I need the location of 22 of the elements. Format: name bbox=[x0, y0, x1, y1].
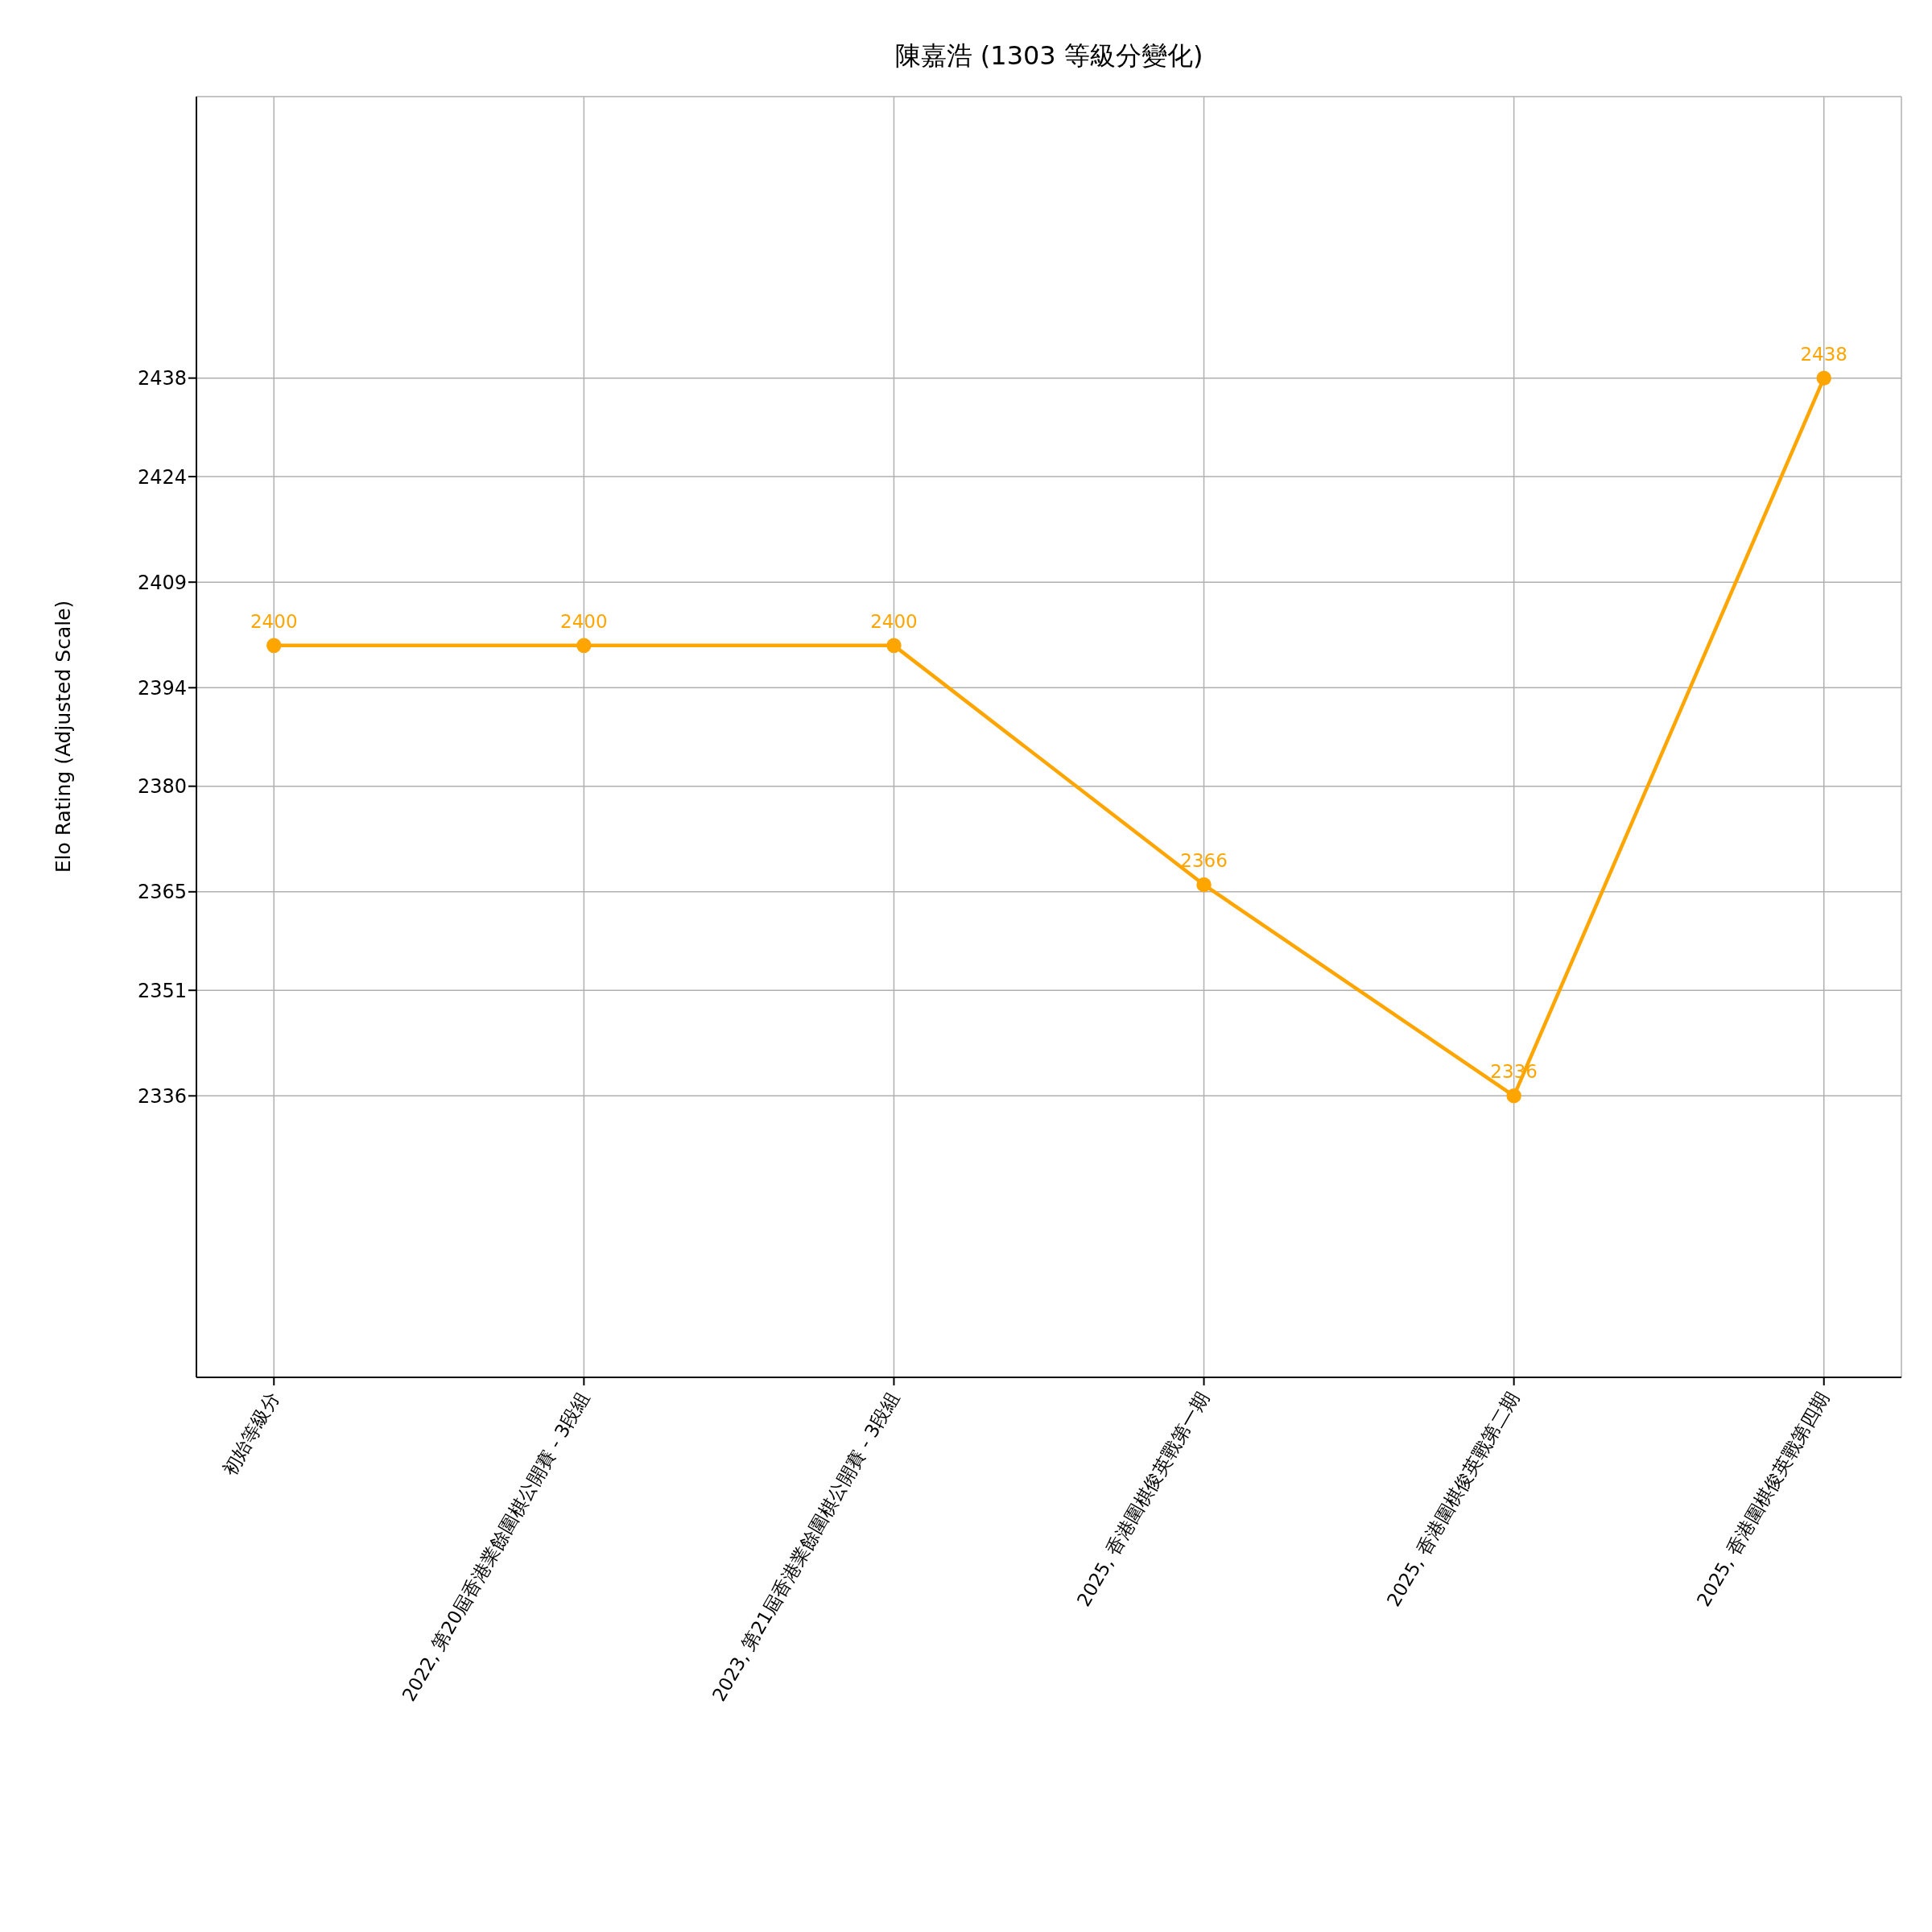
point bbox=[1506, 1088, 1521, 1104]
chart-title: 陳嘉浩 (1303 等級分變化) bbox=[894, 39, 1204, 72]
y-tick-label: 2424 bbox=[137, 465, 187, 489]
y-tick-label: 2365 bbox=[137, 881, 187, 904]
x-tick-label: 初始等級分 bbox=[218, 1388, 283, 1480]
y-tick-label: 2380 bbox=[137, 775, 187, 799]
y-tick-label: 2394 bbox=[137, 676, 187, 700]
point bbox=[1196, 877, 1212, 893]
data-label: 2438 bbox=[1800, 343, 1847, 365]
y-axis-title: Elo Rating (Adjusted Scale) bbox=[51, 600, 75, 873]
point bbox=[886, 638, 902, 654]
point bbox=[576, 638, 592, 654]
data-label: 2366 bbox=[1180, 850, 1228, 872]
data-label: 2400 bbox=[250, 610, 298, 632]
y-tick-label: 2409 bbox=[137, 571, 187, 594]
point bbox=[1816, 370, 1831, 386]
data-label: 2400 bbox=[870, 610, 918, 632]
y-tick-label: 2438 bbox=[137, 367, 187, 390]
y-tick-label: 2351 bbox=[137, 979, 187, 1002]
point bbox=[266, 638, 282, 654]
data-label: 2400 bbox=[560, 610, 608, 632]
y-tick-label: 2336 bbox=[137, 1084, 187, 1108]
